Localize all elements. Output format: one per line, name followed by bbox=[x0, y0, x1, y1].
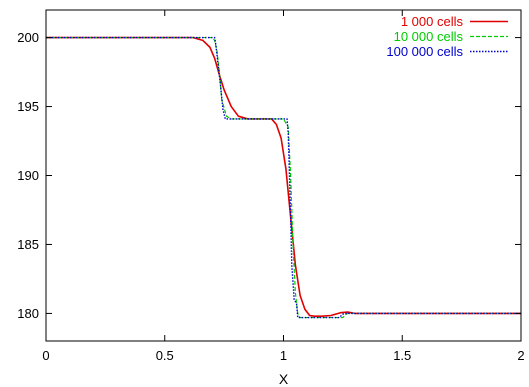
y-axis-ticks: 180 185 190 195 200 bbox=[17, 30, 521, 321]
legend-label: 10 000 cells bbox=[394, 29, 464, 44]
x-tick-label: 2 bbox=[517, 348, 524, 363]
legend-label: 1 000 cells bbox=[401, 14, 464, 29]
y-tick-label: 195 bbox=[17, 99, 39, 114]
series-line-3 bbox=[46, 36, 521, 319]
plot-lines bbox=[46, 36, 521, 319]
y-tick-label: 200 bbox=[17, 30, 39, 45]
plot-frame bbox=[45, 9, 522, 342]
y-tick-label: 190 bbox=[17, 168, 39, 183]
x-tick-label: 0.5 bbox=[156, 348, 174, 363]
x-axis-ticks: 0 0.5 1 1.5 2 bbox=[42, 10, 525, 363]
y-tick-label: 180 bbox=[17, 306, 39, 321]
x-tick-label: 1.5 bbox=[393, 348, 411, 363]
x-axis-title: X bbox=[279, 371, 289, 387]
x-tick-label: 0 bbox=[42, 348, 49, 363]
x-tick-label: 1 bbox=[280, 348, 287, 363]
y-tick-label: 185 bbox=[17, 237, 39, 252]
series-line-2 bbox=[46, 36, 521, 319]
series-line-1 bbox=[46, 36, 521, 317]
legend-label: 100 000 cells bbox=[386, 44, 463, 59]
